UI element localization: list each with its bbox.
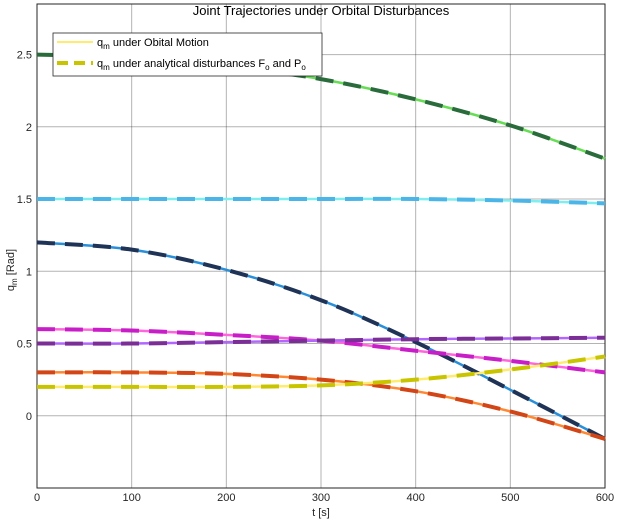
x-tick-label: 0	[34, 492, 40, 504]
y-axis-title: qm [Rad]	[5, 249, 19, 291]
legend-entry-analytical: qm under analytical disturbances Fo and …	[97, 58, 306, 72]
y-tick-label: 2.5	[17, 50, 32, 62]
x-tick-label: 500	[501, 492, 519, 504]
x-tick-label: 300	[312, 492, 330, 504]
legend: qm under Obital Motion qm under analytic…	[52, 32, 323, 77]
y-tick-label: 0	[26, 411, 32, 423]
series-5-analytical-line	[36, 335, 606, 346]
y-tick-label: 0.5	[17, 339, 32, 351]
legend-box	[52, 32, 323, 77]
series-2-analytical-line	[37, 196, 606, 206]
ticks: 0 100 200 300 400 500 600 0 0.5 1 1.5 2 2.5	[17, 50, 614, 504]
x-tick-label: 400	[406, 492, 424, 504]
series-6-analytical-line	[36, 370, 606, 441]
chart-title: Joint Trajectories under Orbital Disturb…	[193, 3, 450, 18]
legend-entry-orbital: qm under Obital Motion	[97, 37, 209, 51]
y-tick-label: 2	[26, 122, 32, 134]
plot-area	[36, 3, 606, 489]
series-7-analytical-line	[36, 354, 606, 389]
x-tick-label: 200	[217, 492, 235, 504]
x-axis-title: t [s]	[312, 507, 330, 519]
x-tick-label: 600	[596, 492, 614, 504]
x-tick-label: 100	[122, 492, 140, 504]
series-3-analytical-line	[36, 240, 606, 441]
y-tick-label: 1	[26, 266, 32, 278]
y-tick-label: 1.5	[17, 194, 32, 206]
